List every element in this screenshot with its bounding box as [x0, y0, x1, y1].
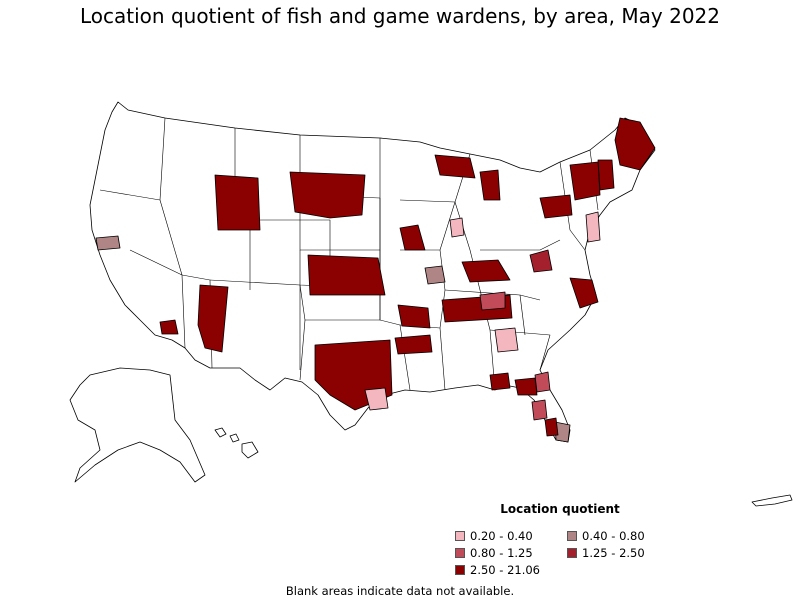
legend: Location quotient 0.20 - 0.40 0.40 - 0.8…: [455, 502, 695, 577]
region-eastern-arizona[interactable]: [197, 284, 229, 353]
region-houston-area[interactable]: [364, 387, 389, 411]
region-northern-louisiana[interactable]: [394, 334, 433, 355]
legend-grid: 0.20 - 0.40 0.40 - 0.80 0.80 - 1.25 1.25…: [455, 528, 695, 577]
region-kansas[interactable]: [307, 254, 386, 296]
region-northern-maine[interactable]: [614, 117, 656, 171]
legend-label-4: 2.50 - 21.06: [470, 562, 540, 577]
legend-swatch-3: [567, 547, 577, 558]
legend-label-3: 1.25 - 2.50: [582, 545, 645, 560]
region-lower-michigan[interactable]: [479, 169, 501, 201]
region-west-virginia[interactable]: [529, 249, 553, 273]
region-north-florida[interactable]: [514, 377, 538, 396]
region-atlanta-area[interactable]: [494, 327, 519, 353]
region-new-jersey[interactable]: [585, 211, 601, 243]
legend-item-3: 1.25 - 2.50: [567, 545, 679, 560]
legend-item-2: 0.80 - 1.25: [455, 545, 567, 560]
region-wyoming[interactable]: [214, 174, 261, 231]
region-indiana-metro[interactable]: [449, 217, 465, 238]
region-florida-panhandle[interactable]: [489, 372, 511, 391]
legend-swatch-1: [567, 530, 577, 541]
region-central-florida[interactable]: [531, 399, 548, 421]
region-georgia-coast[interactable]: [534, 371, 551, 393]
region-new-hampshire[interactable]: [597, 159, 615, 191]
legend-swatch-0: [455, 530, 465, 541]
legend-item-1: 0.40 - 0.80: [567, 528, 679, 543]
region-northern-california[interactable]: [95, 235, 121, 251]
legend-title: Location quotient: [500, 502, 620, 516]
hawaii-outline: [214, 427, 259, 459]
region-iowa[interactable]: [399, 224, 426, 251]
region-pennsylvania[interactable]: [539, 194, 573, 219]
region-southern-arizona[interactable]: [159, 319, 179, 335]
region-southwest-florida[interactable]: [544, 417, 559, 437]
map-title: Location quotient of fish and game warde…: [80, 4, 720, 28]
legend-item-4: 2.50 - 21.06: [455, 562, 567, 577]
us-choropleth-map: [0, 90, 800, 510]
legend-item-0: 0.20 - 0.40: [455, 528, 567, 543]
legend-swatch-2: [455, 547, 465, 558]
legend-label-0: 0.20 - 0.40: [470, 528, 533, 543]
map-svg: [69, 101, 793, 507]
region-upper-michigan[interactable]: [434, 154, 476, 179]
footnote: Blank areas indicate data not available.: [285, 584, 515, 598]
legend-label-1: 0.40 - 0.80: [582, 528, 645, 543]
region-arkansas[interactable]: [397, 304, 431, 329]
legend-swatch-4: [455, 564, 465, 575]
alaska-outline: [69, 367, 206, 483]
region-western-south-dakota[interactable]: [289, 171, 366, 219]
region-northern-new-york[interactable]: [569, 161, 601, 201]
region-kentucky[interactable]: [461, 259, 511, 283]
region-north-carolina[interactable]: [479, 291, 506, 311]
puerto-rico-outline: [751, 494, 793, 507]
region-eastern-virginia[interactable]: [569, 277, 599, 309]
legend-label-2: 0.80 - 1.25: [470, 545, 533, 560]
region-southern-illinois[interactable]: [424, 265, 446, 285]
